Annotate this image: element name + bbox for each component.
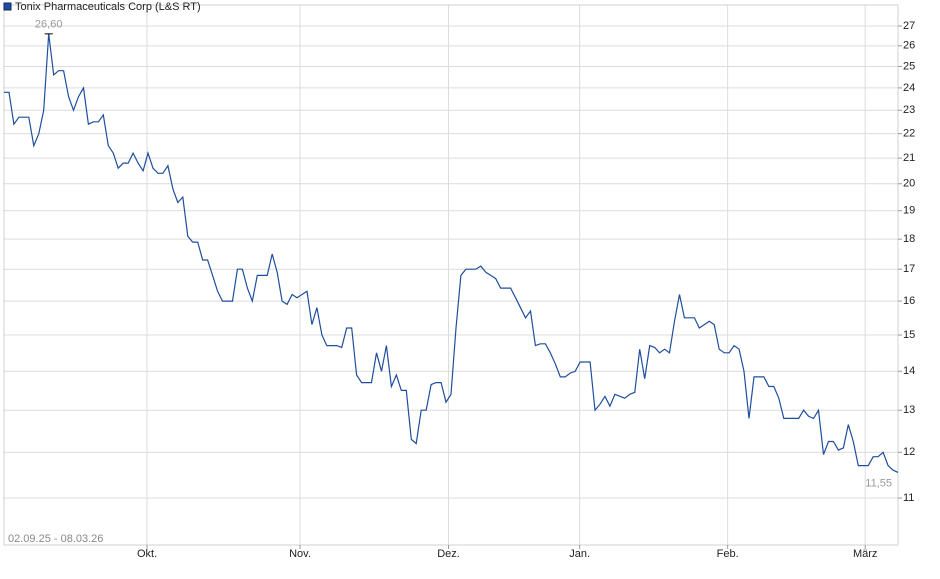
y-tick-label: 12: [903, 446, 915, 458]
y-tick-label: 11: [903, 492, 914, 504]
y-tick-label: 20: [903, 178, 915, 190]
y-tick-label: 15: [903, 329, 915, 341]
last-label: 11,55: [865, 477, 892, 489]
x-tick-label: Jan.: [569, 548, 590, 560]
legend-swatch: [3, 2, 12, 11]
y-tick-label: 19: [903, 205, 915, 217]
y-tick-label: 14: [903, 365, 915, 377]
x-tick-label: Dez.: [437, 548, 460, 560]
x-tick-label: Nov.: [289, 548, 311, 560]
y-tick-label: 22: [903, 128, 915, 140]
x-tick-label: Feb.: [717, 548, 739, 560]
x-tick-label: Okt.: [137, 548, 157, 560]
y-tick-label: 21: [903, 152, 915, 164]
range-label: 02.09.25 - 08.03.26: [8, 533, 103, 545]
y-tick-label: 23: [903, 104, 915, 116]
y-tick-label: 16: [903, 295, 915, 307]
y-tick-label: 18: [903, 233, 915, 245]
y-tick-label: 24: [903, 82, 915, 94]
plot-frame: [3, 4, 899, 546]
price-line: [4, 33, 899, 473]
y-tick-label: 27: [903, 20, 915, 32]
y-tick-label: 17: [903, 263, 915, 275]
y-tick-label: 13: [903, 404, 915, 416]
y-tick-label: 26: [903, 40, 915, 52]
y-tick-label: 25: [903, 60, 915, 72]
x-tick-label: März: [853, 548, 877, 560]
high-label: 26,60: [35, 19, 63, 31]
legend-label: Tonix Pharmaceuticals Corp (L&S RT): [15, 1, 201, 13]
